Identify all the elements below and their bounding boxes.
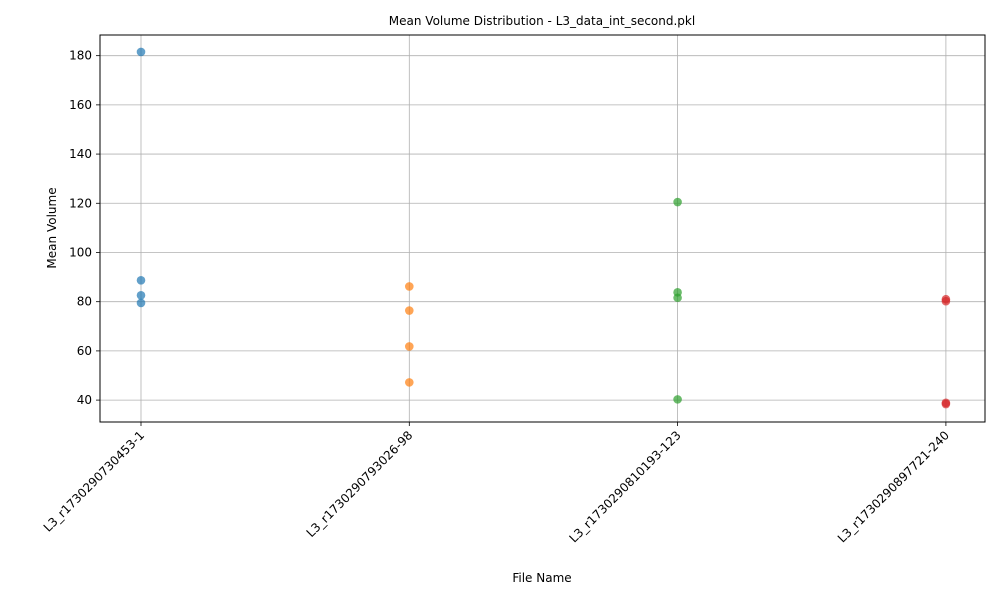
y-tick-label: 180 (69, 49, 92, 63)
y-tick-label: 100 (69, 245, 92, 259)
y-tick-label: 40 (77, 393, 92, 407)
y-axis-ticks: 40 60 80 100 120 140 160 180 (69, 49, 100, 407)
y-tick-label: 120 (69, 196, 92, 210)
y-tick-label: 80 (77, 295, 92, 309)
y-tick-label: 140 (69, 147, 92, 161)
data-point (405, 378, 414, 387)
chart-title: Mean Volume Distribution - L3_data_int_s… (389, 14, 695, 28)
data-point (673, 395, 682, 404)
data-point (941, 296, 951, 306)
data-point (136, 290, 146, 300)
data-point (136, 275, 146, 285)
y-tick-label: 160 (69, 98, 92, 112)
data-point (941, 399, 951, 409)
x-axis-label: File Name (512, 571, 571, 585)
plot-frame (99, 34, 986, 423)
data-point (673, 293, 682, 303)
data-point (673, 197, 682, 207)
data-point (405, 306, 414, 315)
data-point (405, 342, 414, 351)
grid (100, 35, 985, 422)
y-tick-label: 60 (77, 344, 92, 358)
data-point (136, 47, 146, 57)
data-point (136, 298, 146, 308)
data-point (405, 282, 414, 291)
data-points (136, 47, 951, 409)
y-axis-label: Mean Volume (45, 187, 59, 268)
